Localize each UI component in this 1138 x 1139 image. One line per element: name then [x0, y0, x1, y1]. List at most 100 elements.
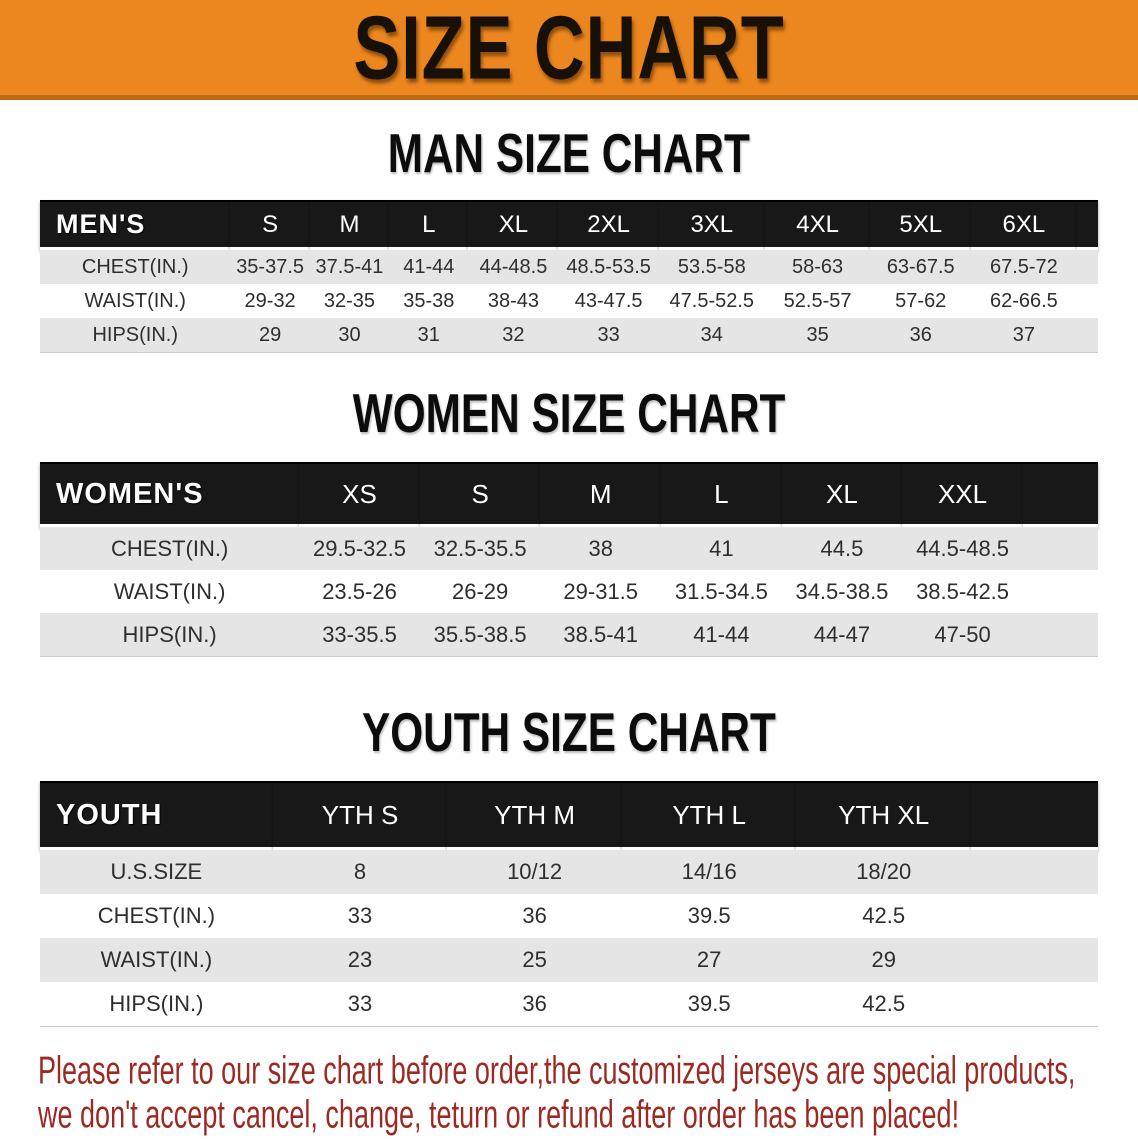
size-cell: 33 — [272, 894, 448, 938]
size-cell: 37.5-41 — [309, 250, 390, 284]
size-cell: 44-48.5 — [468, 250, 559, 284]
spacer-cell — [1022, 527, 1098, 570]
spacer-cell — [1022, 570, 1098, 613]
youth-chest-row: CHEST(IN.) 33 36 39.5 42.5 — [40, 894, 1098, 938]
row-label: HIPS(IN.) — [40, 318, 231, 353]
men-col-header: L — [389, 200, 469, 250]
youth-col-header: YTH M — [447, 781, 622, 850]
size-chart-banner: SIZE CHART — [0, 0, 1138, 100]
spacer-cell — [1076, 200, 1098, 250]
disclaimer-line-2: we don't accept cancel, change, teturn o… — [38, 1093, 960, 1137]
size-cell: 38.5-42.5 — [902, 570, 1023, 613]
size-cell: 39.5 — [621, 982, 797, 1027]
man-heading-text: MAN SIZE CHART — [387, 122, 751, 184]
size-cell: 8 — [272, 850, 448, 894]
size-cell: 39.5 — [621, 894, 797, 938]
row-label: CHEST(IN.) — [40, 527, 300, 570]
men-col-header: 3XL — [658, 200, 765, 250]
youth-size-table: YOUTH YTH S YTH M YTH L YTH XL U.S.SIZE … — [40, 781, 1098, 1027]
size-cell: 35-38 — [389, 284, 469, 318]
size-cell: 38.5-41 — [540, 613, 662, 657]
spacer-cell — [971, 982, 1098, 1027]
size-cell: 33 — [558, 318, 659, 353]
size-cell: 32.5-35.5 — [419, 527, 541, 570]
women-hips-row: HIPS(IN.) 33-35.5 35.5-38.5 38.5-41 41-4… — [40, 613, 1098, 657]
men-col-header: S — [230, 200, 310, 250]
youth-size-table-wrap: YOUTH YTH S YTH M YTH L YTH XL U.S.SIZE … — [0, 781, 1138, 1027]
men-col-header: 4XL — [764, 200, 871, 250]
size-cell: 48.5-53.5 — [558, 250, 659, 284]
women-heading-text: WOMEN SIZE CHART — [352, 382, 786, 444]
size-cell: 18/20 — [796, 850, 971, 894]
size-cell: 42.5 — [796, 982, 971, 1027]
size-cell: 67.5-72 — [970, 250, 1077, 284]
size-cell: 44.5 — [781, 527, 903, 570]
size-cell: 33-35.5 — [299, 613, 420, 657]
youth-waist-row: WAIST(IN.) 23 25 27 29 — [40, 938, 1098, 982]
size-cell: 29-32 — [230, 284, 310, 318]
youth-heading-text: YOUTH SIZE CHART — [362, 701, 776, 763]
size-cell: 41-44 — [389, 250, 469, 284]
size-cell: 42.5 — [796, 894, 971, 938]
women-size-table: WOMEN'S XS S M L XL XXL CHEST(IN.) 29.5-… — [40, 462, 1098, 657]
size-cell: 29 — [796, 938, 971, 982]
size-cell: 36 — [447, 894, 622, 938]
women-col-header: XXL — [902, 462, 1023, 527]
size-cell: 58-63 — [764, 250, 871, 284]
spacer-cell — [1076, 318, 1098, 353]
men-col-header: XL — [468, 200, 559, 250]
spacer-cell — [1076, 284, 1098, 318]
youth-section-heading: YOUTH SIZE CHART — [0, 701, 1138, 762]
size-cell: 35 — [764, 318, 871, 353]
spacer-cell — [1022, 462, 1098, 527]
women-col-header: M — [540, 462, 662, 527]
size-cell: 47.5-52.5 — [658, 284, 765, 318]
youth-hips-row: HIPS(IN.) 33 36 39.5 42.5 — [40, 982, 1098, 1027]
row-label: CHEST(IN.) — [40, 894, 273, 938]
size-cell: 62-66.5 — [970, 284, 1077, 318]
size-cell: 52.5-57 — [764, 284, 871, 318]
women-waist-row: WAIST(IN.) 23.5-26 26-29 29-31.5 31.5-34… — [40, 570, 1098, 613]
men-chest-row: CHEST(IN.) 35-37.5 37.5-41 41-44 44-48.5… — [40, 250, 1098, 284]
disclaimer: Please refer to our size chart before or… — [38, 1049, 1138, 1138]
row-label: CHEST(IN.) — [40, 250, 231, 284]
men-size-table: MEN'S S M L XL 2XL 3XL 4XL 5XL 6XL CHEST… — [40, 200, 1098, 353]
women-size-table-wrap: WOMEN'S XS S M L XL XXL CHEST(IN.) 29.5-… — [0, 462, 1138, 657]
women-col-header: S — [419, 462, 541, 527]
size-cell: 33 — [272, 982, 448, 1027]
spacer-cell — [971, 938, 1098, 982]
women-col-header: XS — [299, 462, 420, 527]
size-cell: 44-47 — [781, 613, 903, 657]
youth-col-header: YTH S — [272, 781, 448, 850]
spacer-cell — [971, 850, 1098, 894]
size-cell: 36 — [447, 982, 622, 1027]
row-label: WAIST(IN.) — [40, 938, 273, 982]
size-cell: 14/16 — [621, 850, 797, 894]
youth-col-header: YTH XL — [796, 781, 971, 850]
men-col-header: M — [309, 200, 390, 250]
spacer-cell — [1076, 250, 1098, 284]
banner-title: SIZE CHART — [353, 0, 785, 99]
size-cell: 41 — [661, 527, 782, 570]
size-cell: 32 — [468, 318, 559, 353]
size-cell: 38 — [540, 527, 662, 570]
men-col-header: 2XL — [558, 200, 659, 250]
size-cell: 34.5-38.5 — [781, 570, 903, 613]
men-header-row: MEN'S S M L XL 2XL 3XL 4XL 5XL 6XL — [40, 200, 1098, 250]
row-label: HIPS(IN.) — [40, 982, 273, 1027]
youth-col-header: YTH L — [621, 781, 797, 850]
size-cell: 30 — [309, 318, 390, 353]
men-col-header: 6XL — [970, 200, 1077, 250]
women-header-row: WOMEN'S XS S M L XL XXL — [40, 462, 1098, 527]
men-waist-row: WAIST(IN.) 29-32 32-35 35-38 38-43 43-47… — [40, 284, 1098, 318]
size-cell: 41-44 — [661, 613, 782, 657]
women-col-header: XL — [781, 462, 903, 527]
size-cell: 43-47.5 — [558, 284, 659, 318]
man-section-heading: MAN SIZE CHART — [0, 122, 1138, 183]
women-chest-row: CHEST(IN.) 29.5-32.5 32.5-35.5 38 41 44.… — [40, 527, 1098, 570]
size-cell: 23 — [272, 938, 448, 982]
size-cell: 29 — [230, 318, 310, 353]
size-cell: 26-29 — [419, 570, 541, 613]
spacer-cell — [971, 894, 1098, 938]
size-cell: 44.5-48.5 — [902, 527, 1023, 570]
